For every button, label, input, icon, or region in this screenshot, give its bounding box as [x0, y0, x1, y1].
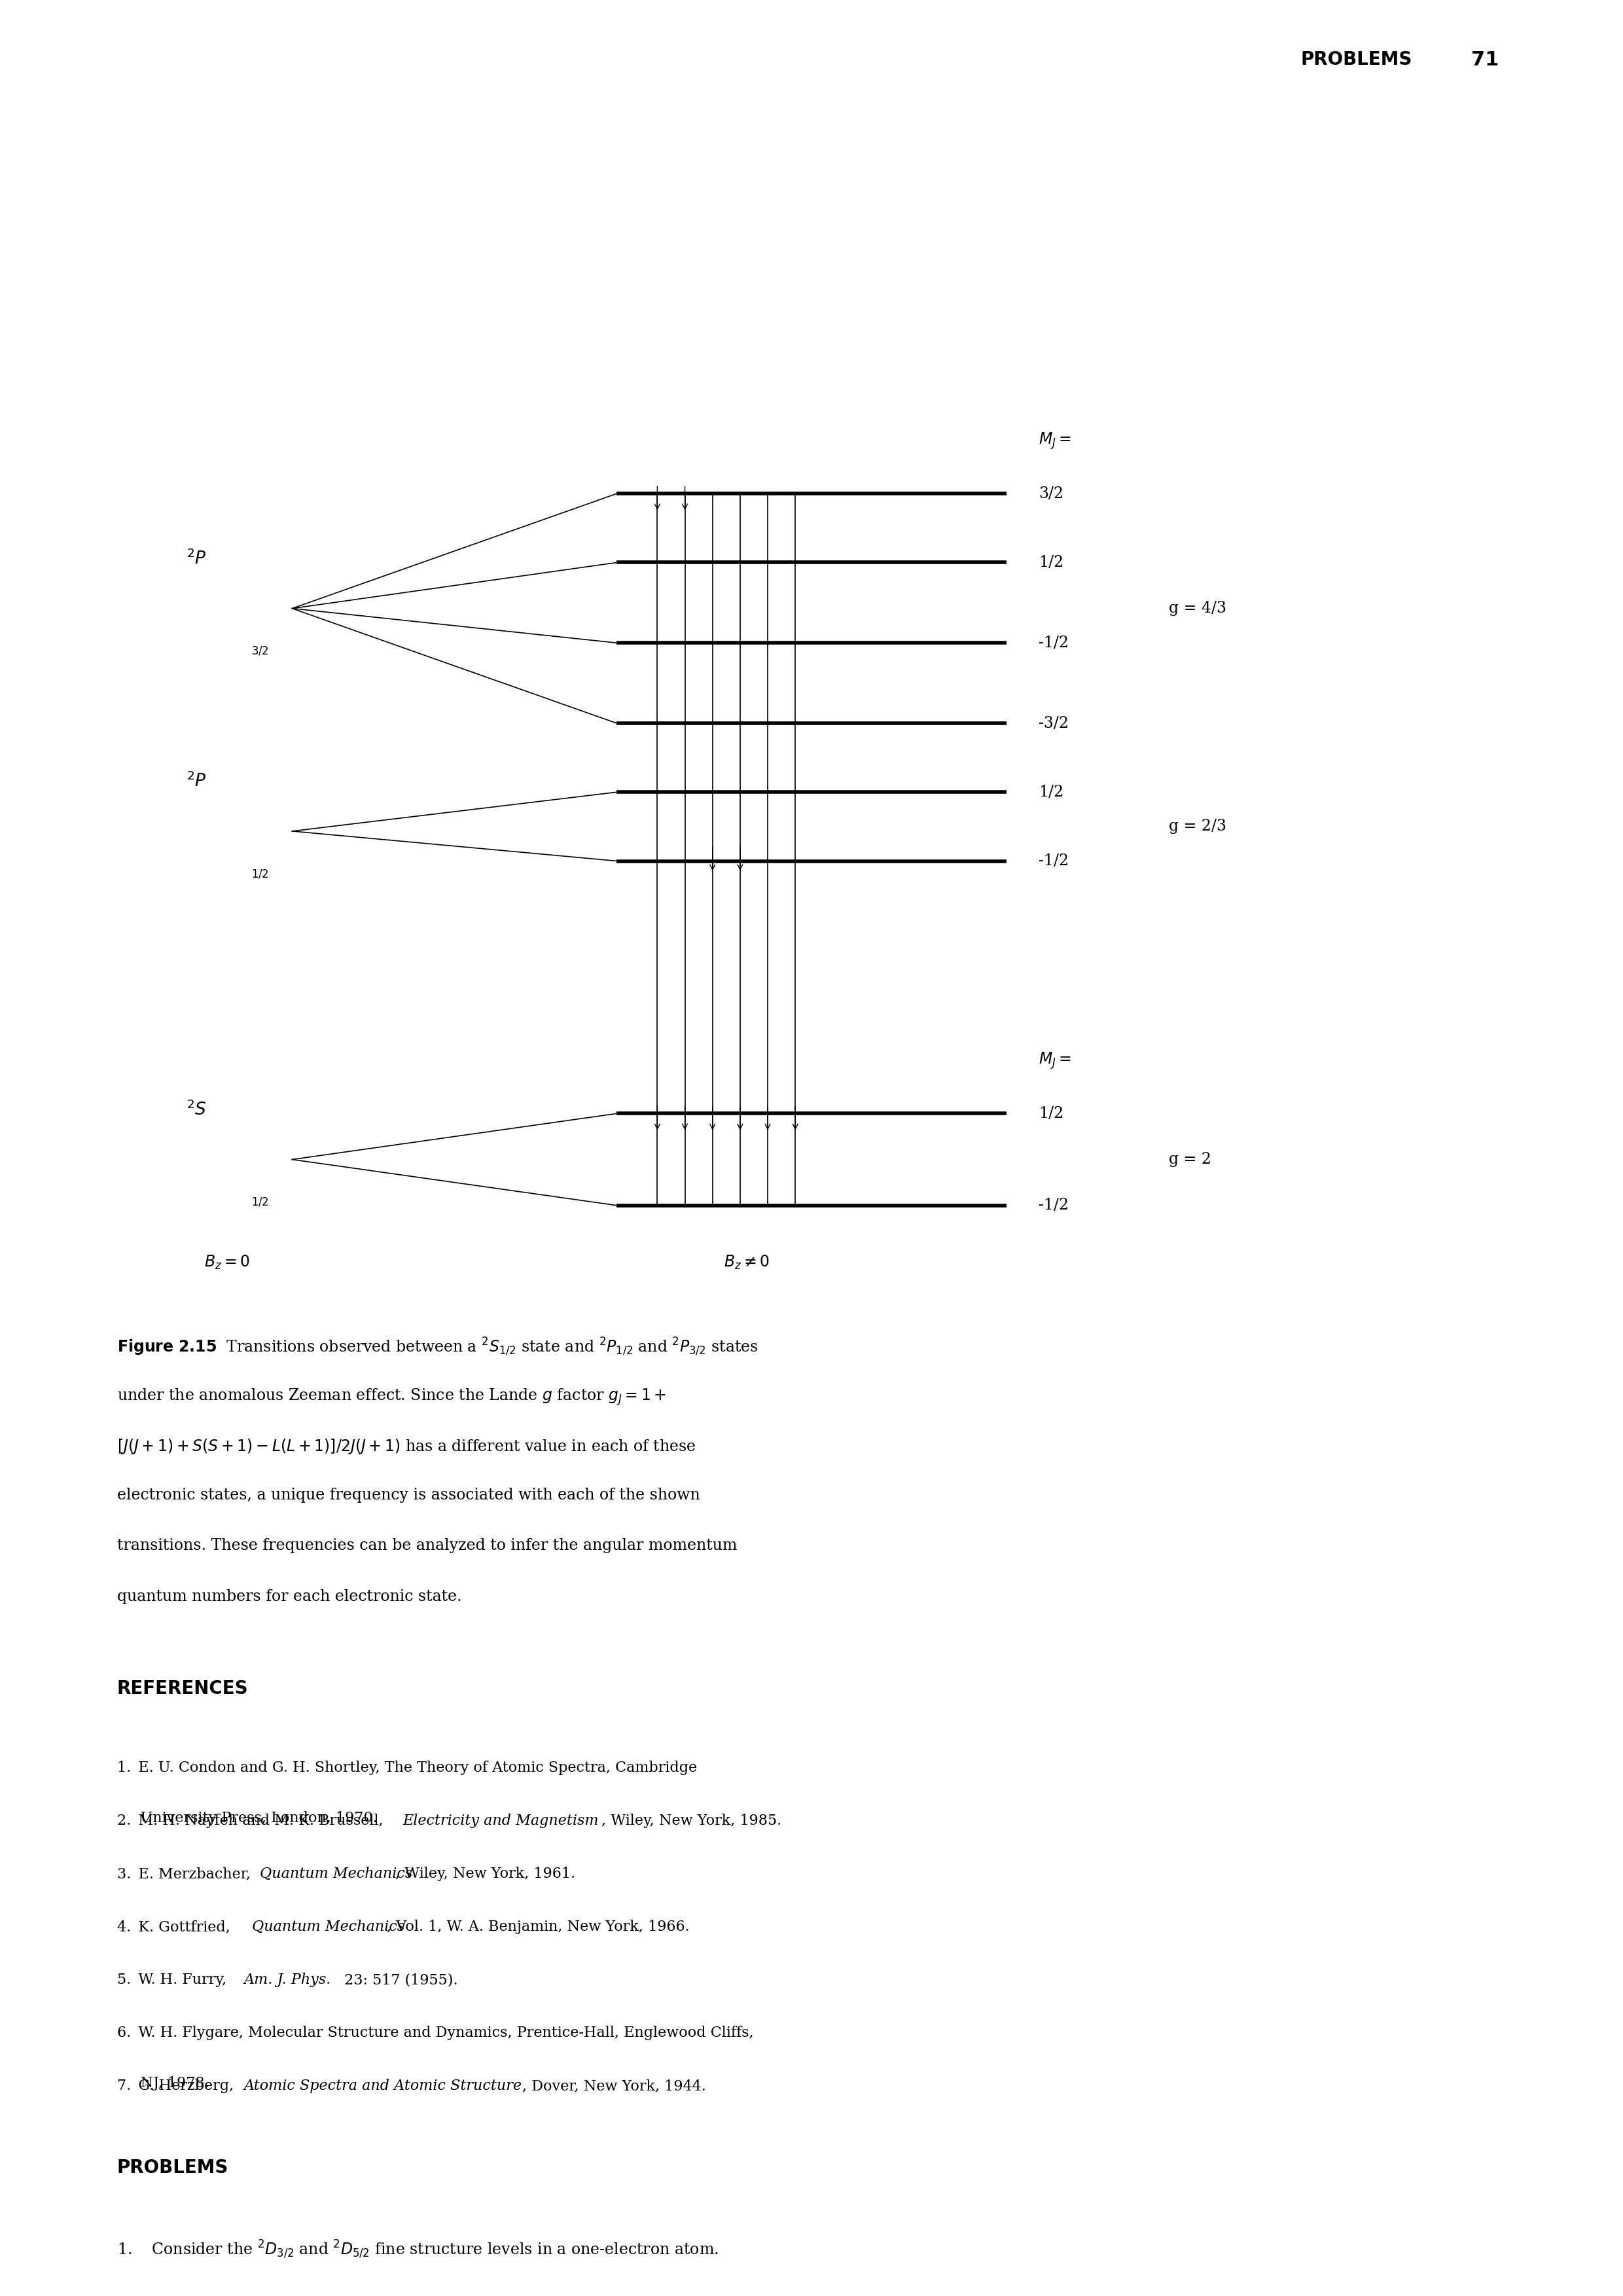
Text: Quantum Mechanics: Quantum Mechanics: [260, 1867, 412, 1880]
Text: 71: 71: [1470, 51, 1500, 69]
Text: -3/2: -3/2: [1039, 716, 1070, 730]
Text: , Wiley, New York, 1961.: , Wiley, New York, 1961.: [394, 1867, 575, 1880]
Text: 1. E. U. Condon and G. H. Shortley, The Theory of Atomic Spectra, Cambridge: 1. E. U. Condon and G. H. Shortley, The …: [117, 1761, 696, 1775]
Text: Quantum Mechanics: Quantum Mechanics: [252, 1919, 404, 1933]
Text: University Press, London, 1970.: University Press, London, 1970.: [117, 1812, 377, 1825]
Text: $^{2}P$: $^{2}P$: [187, 771, 206, 790]
Text: g = 2: g = 2: [1169, 1153, 1211, 1166]
Text: 1/2: 1/2: [1039, 556, 1063, 569]
Text: 6. W. H. Flygare, Molecular Structure and Dynamics, Prentice-Hall, Englewood Cli: 6. W. H. Flygare, Molecular Structure an…: [117, 2025, 753, 2041]
Text: -1/2: -1/2: [1039, 1199, 1070, 1212]
Text: $^{2}S$: $^{2}S$: [187, 1100, 206, 1118]
Text: REFERENCES: REFERENCES: [117, 1681, 248, 1699]
Text: g = 4/3: g = 4/3: [1169, 602, 1225, 615]
Text: , Vol. 1, W. A. Benjamin, New York, 1966.: , Vol. 1, W. A. Benjamin, New York, 1966…: [386, 1919, 690, 1933]
Text: , Dover, New York, 1944.: , Dover, New York, 1944.: [523, 2078, 706, 2094]
Text: quantum numbers for each electronic state.: quantum numbers for each electronic stat…: [117, 1589, 461, 1605]
Text: -1/2: -1/2: [1039, 854, 1070, 868]
Text: $[J(J + 1) + S(S + 1) - L(L + 1)]/2J(J + 1)$ has a different value in each of th: $[J(J + 1) + S(S + 1) - L(L + 1)]/2J(J +…: [117, 1437, 696, 1456]
Text: $M_J =$: $M_J =$: [1039, 432, 1071, 450]
Text: Atomic Spectra and Atomic Structure: Atomic Spectra and Atomic Structure: [243, 2078, 523, 2094]
Text: 1/2: 1/2: [1039, 1107, 1063, 1120]
Text: under the anomalous Zeeman effect. Since the Lande $\mathit{g}$ factor $g_J = 1 : under the anomalous Zeeman effect. Since…: [117, 1387, 665, 1407]
Text: 2. M. H. Nayfeh and M. K. Brussell,: 2. M. H. Nayfeh and M. K. Brussell,: [117, 1814, 388, 1828]
Text: 5. W. H. Furry,: 5. W. H. Furry,: [117, 1972, 230, 1986]
Text: -1/2: -1/2: [1039, 636, 1070, 650]
Text: $_{1/2}$: $_{1/2}$: [252, 866, 269, 879]
Text: , Wiley, New York, 1985.: , Wiley, New York, 1985.: [602, 1814, 782, 1828]
Text: 1.    Consider the $^2D_{3/2}$ and $^2D_{5/2}$ fine structure levels in a one-el: 1. Consider the $^2D_{3/2}$ and $^2D_{5/…: [117, 2239, 717, 2259]
Text: transitions. These frequencies can be analyzed to infer the angular momentum: transitions. These frequencies can be an…: [117, 1538, 737, 1554]
Text: g = 2/3: g = 2/3: [1169, 820, 1225, 833]
Text: $M_J =$: $M_J =$: [1039, 1052, 1071, 1070]
Text: electronic states, a unique frequency is associated with each of the shown: electronic states, a unique frequency is…: [117, 1488, 700, 1504]
Text: Electricity and Magnetism: Electricity and Magnetism: [403, 1814, 599, 1828]
Text: 1/2: 1/2: [1039, 785, 1063, 799]
Text: 3. E. Merzbacher,: 3. E. Merzbacher,: [117, 1867, 255, 1880]
Text: 4. K. Gottfried,: 4. K. Gottfried,: [117, 1919, 235, 1933]
Text: Am. J. Phys.: Am. J. Phys.: [243, 1972, 331, 1986]
Text: PROBLEMS: PROBLEMS: [1300, 51, 1412, 69]
Text: 23: 517 (1955).: 23: 517 (1955).: [339, 1972, 458, 1986]
Text: $^{2}P$: $^{2}P$: [187, 549, 206, 567]
Text: 7. G. Herzberg,: 7. G. Herzberg,: [117, 2078, 239, 2094]
Text: 3/2: 3/2: [1039, 487, 1063, 501]
Text: $B_z \neq 0$: $B_z \neq 0$: [724, 1254, 769, 1272]
Text: NJ, 1978.: NJ, 1978.: [117, 2076, 209, 2092]
Text: $\mathbf{Figure\ 2.15}$  Transitions observed between a $^2S_{1/2}$ state and $^: $\mathbf{Figure\ 2.15}$ Transitions obse…: [117, 1336, 758, 1357]
Text: $_{3/2}$: $_{3/2}$: [252, 643, 269, 657]
Text: PROBLEMS: PROBLEMS: [117, 2158, 229, 2177]
Text: $B_z = 0$: $B_z = 0$: [204, 1254, 250, 1272]
Text: $_{1/2}$: $_{1/2}$: [252, 1194, 269, 1208]
